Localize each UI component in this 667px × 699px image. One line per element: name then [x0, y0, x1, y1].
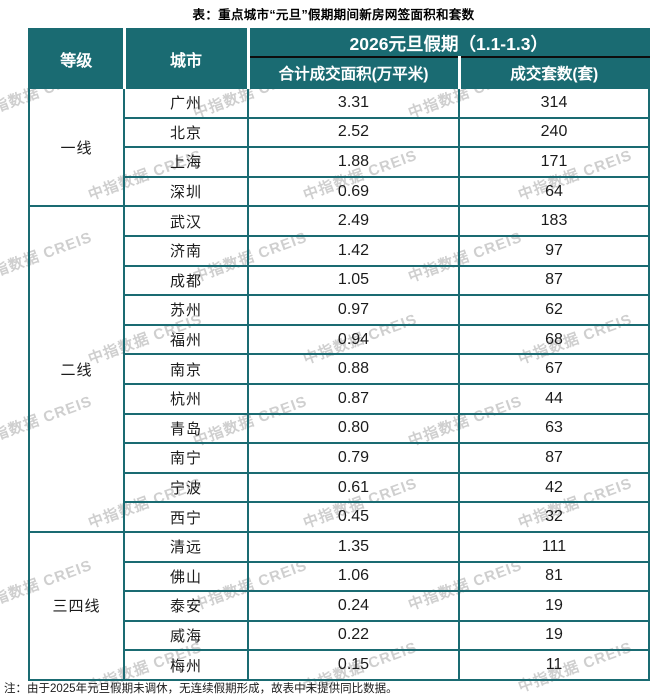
header-row-main: 等级 城市 2026元旦假期（1.1-1.3） [29, 29, 650, 88]
units-value-cell: 44 [457, 382, 651, 415]
area-value-cell: 3.31 [247, 87, 460, 119]
city-cell: 清远 [123, 530, 249, 563]
area-value-cell: 1.42 [247, 234, 460, 267]
area-value-cell: 2.52 [247, 116, 460, 149]
city-cell: 福州 [123, 323, 249, 356]
units-value-cell: 32 [457, 501, 651, 533]
units-value-cell: 42 [457, 471, 651, 504]
city-cell: 南京 [123, 353, 249, 385]
city-cell: 威海 [123, 619, 249, 652]
tier-group-label: 二线 [28, 205, 125, 533]
table-row: 二线 武汉 2.49 183 [28, 205, 651, 533]
table-row: 成都 1.05 87 [29, 264, 651, 297]
table-title: 表：重点城市“元旦”假期期间新房网签面积和套数 [192, 8, 475, 22]
area-value-cell: 0.88 [247, 353, 460, 385]
table-row: 梅州 0.15 11 [29, 649, 651, 681]
city-cell: 北京 [123, 116, 249, 149]
city-cell: 成都 [123, 264, 249, 297]
area-value-cell: 1.06 [247, 560, 460, 593]
units-value-cell: 81 [457, 560, 651, 593]
units-value-cell: 67 [457, 353, 651, 385]
area-value-cell: 0.24 [247, 590, 460, 622]
table-row: 北京 2.52 240 [29, 116, 651, 149]
table-row: 南宁 0.79 87 [29, 442, 651, 474]
units-value-cell: 62 [457, 294, 651, 326]
units-value-cell: 11 [457, 649, 651, 681]
units-value-cell: 63 [457, 412, 651, 445]
area-value-cell: 0.79 [247, 442, 460, 474]
units-value-cell: 314 [457, 87, 651, 119]
city-cell: 武汉 [123, 205, 249, 237]
units-value-cell: 87 [457, 264, 651, 297]
table-row: 西宁 0.45 32 [29, 501, 651, 533]
data-table: 等级 城市 2026元旦假期（1.1-1.3） 合计成交面积(万平米) 成交套数… [28, 28, 651, 681]
city-cell: 杭州 [123, 382, 249, 415]
city-cell: 青岛 [123, 412, 249, 445]
area-value-cell: 0.80 [247, 412, 460, 445]
header-tier: 等级 [29, 29, 126, 88]
city-cell: 佛山 [123, 560, 249, 593]
area-value-cell: 0.87 [247, 382, 460, 415]
area-value-cell: 0.69 [247, 175, 460, 208]
table-row: 苏州 0.97 62 [29, 294, 651, 326]
table-header: 等级 城市 2026元旦假期（1.1-1.3） 合计成交面积(万平米) 成交套数… [29, 29, 650, 88]
units-value-cell: 171 [457, 146, 651, 178]
area-value-cell: 0.97 [247, 294, 460, 326]
city-cell: 南宁 [123, 442, 249, 474]
table-row: 宁波 0.61 42 [29, 471, 651, 504]
table-row: 南京 0.88 67 [29, 353, 651, 385]
city-cell: 广州 [123, 87, 249, 119]
header-city: 城市 [124, 29, 250, 88]
city-cell: 苏州 [123, 294, 249, 326]
units-value-cell: 68 [457, 323, 651, 356]
units-value-cell: 97 [457, 234, 651, 267]
table-row: 福州 0.94 68 [29, 323, 651, 356]
header-area: 合计成交面积(万平米) [248, 57, 461, 88]
city-cell: 宁波 [123, 471, 249, 504]
table-row: 泰安 0.24 19 [29, 590, 651, 622]
header-units: 成交套数(套) [459, 57, 650, 88]
city-cell: 泰安 [123, 590, 249, 622]
units-value-cell: 240 [457, 116, 651, 149]
table-row: 一线 广州 3.31 314 [28, 86, 651, 208]
units-value-cell: 19 [457, 619, 651, 652]
area-value-cell: 1.88 [247, 146, 460, 178]
table-row: 青岛 0.80 63 [29, 412, 651, 445]
units-value-cell: 64 [457, 175, 651, 208]
area-value-cell: 1.05 [247, 264, 460, 297]
city-cell: 梅州 [123, 649, 249, 681]
area-value-cell: 2.49 [247, 205, 460, 237]
units-value-cell: 87 [457, 442, 651, 474]
table-row: 三四线 清远 1.35 111 [28, 530, 651, 681]
table-row: 上海 1.88 171 [29, 146, 651, 178]
table-row: 深圳 0.69 64 [29, 175, 651, 208]
tier-group-label: 一线 [28, 86, 125, 208]
area-value-cell: 0.15 [247, 649, 460, 681]
units-value-cell: 19 [457, 590, 651, 622]
table-body: 一线 广州 3.31 314 北京 2.52 240 上海 1.88 171 深圳 0.69 64 二线武… [28, 86, 651, 681]
table-row: 济南 1.42 97 [29, 234, 651, 267]
table-row: 杭州 0.87 44 [29, 382, 651, 415]
footnote: 注：由于2025年元旦假期未调休，无连续假期形成，故表中未提供同比数据。 [4, 683, 398, 695]
tier-group-label: 三四线 [28, 530, 125, 681]
city-cell: 济南 [123, 234, 249, 267]
area-value-cell: 0.94 [247, 323, 460, 356]
table-row: 佛山 1.06 81 [29, 560, 651, 593]
area-value-cell: 1.35 [247, 530, 460, 563]
city-cell: 西宁 [123, 501, 249, 533]
table-row: 威海 0.22 19 [29, 619, 651, 652]
units-value-cell: 111 [457, 530, 651, 563]
city-cell: 上海 [123, 146, 249, 178]
area-value-cell: 0.45 [247, 501, 460, 533]
area-value-cell: 0.61 [247, 471, 460, 504]
city-cell: 深圳 [123, 175, 249, 208]
header-row-sub: 合计成交面积(万平米) 成交套数(套) [29, 57, 650, 88]
header-period: 2026元旦假期（1.1-1.3） [248, 29, 650, 58]
area-value-cell: 0.22 [247, 619, 460, 652]
units-value-cell: 183 [457, 205, 651, 237]
